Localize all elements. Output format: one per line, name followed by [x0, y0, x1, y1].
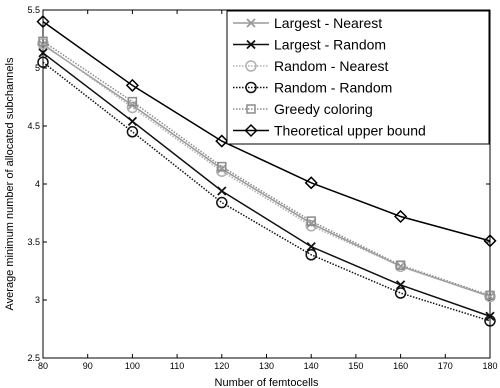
data-point: [394, 209, 408, 224]
data-point: [36, 15, 50, 29]
data-point: [126, 126, 139, 138]
y-tick-label: 3.5: [27, 237, 40, 247]
legend-label: Theoretical upper bound: [274, 123, 426, 139]
series-2: [37, 37, 496, 303]
data-point: [305, 249, 317, 261]
x-tick-label: 170: [438, 361, 453, 371]
data-point: [217, 186, 227, 196]
data-point: [37, 37, 49, 50]
series-group: [36, 15, 497, 327]
data-point: [483, 234, 497, 248]
y-axis-label: Average minimum number of allocated subc…: [4, 57, 16, 310]
y-tick-label: 5.5: [27, 5, 40, 15]
x-tick-label: 90: [83, 361, 93, 371]
legend-item: Largest - Random: [233, 37, 386, 53]
data-point: [305, 220, 317, 232]
series-5: [36, 15, 497, 248]
series-line: [42, 52, 491, 317]
legend-marker: [246, 18, 256, 28]
y-tick-label: 4.5: [27, 121, 40, 131]
legend-label: Greedy coloring: [274, 101, 373, 117]
data-point: [38, 36, 48, 47]
series-line: [42, 61, 491, 322]
x-tick-label: 130: [259, 361, 274, 371]
x-tick-label: 160: [393, 361, 408, 371]
data-point: [395, 280, 406, 290]
legend-box: [226, 10, 490, 145]
legend-item: Greedy coloring: [233, 101, 373, 117]
legend: Largest - Nearest Largest - Random Random …: [226, 10, 490, 145]
data-point: [306, 242, 316, 252]
data-point: [394, 287, 407, 299]
legend-item: Random - Random: [233, 80, 392, 96]
data-point: [485, 290, 495, 301]
data-point: [216, 196, 228, 209]
legend-label: Random - Random: [274, 80, 392, 96]
legend-label: Largest - Random: [274, 37, 386, 53]
legend-marker: [244, 123, 258, 138]
series-line: [42, 43, 491, 298]
legend-item: Random - Nearest: [233, 58, 388, 74]
x-tick-label: 100: [125, 361, 140, 371]
legend-marker: [245, 81, 257, 94]
data-point: [216, 165, 228, 177]
legend-marker: [245, 60, 257, 72]
data-point: [37, 56, 49, 68]
x-axis-label: Number of femtocells: [215, 377, 319, 388]
x-tick-label: 120: [214, 361, 229, 371]
data-point: [395, 260, 406, 270]
data-point: [38, 48, 48, 58]
legend-label: Random - Nearest: [274, 58, 388, 74]
y-tick-label: 2.5: [27, 353, 40, 363]
x-tick-label: 180: [482, 361, 497, 371]
data-point: [304, 176, 318, 190]
data-point: [306, 216, 316, 226]
legend-item: Theoretical upper bound: [233, 123, 426, 139]
series-1: [38, 48, 495, 321]
legend-marker: [246, 39, 256, 50]
x-tick-label: 150: [348, 361, 363, 371]
legend-label: Largest - Nearest: [274, 15, 382, 31]
legend-item: Largest - Nearest: [233, 15, 382, 31]
data-point: [127, 116, 138, 126]
y-tick-label: 5: [35, 63, 40, 73]
data-point: [125, 78, 139, 92]
data-point: [217, 161, 227, 172]
series-4: [38, 36, 495, 301]
data-point: [127, 96, 138, 107]
series-3: [37, 56, 496, 327]
x-tick-label: 140: [304, 361, 319, 371]
data-point: [484, 315, 496, 327]
y-tick-label: 3: [35, 295, 40, 305]
x-tick-label: 110: [170, 361, 184, 371]
data-point: [215, 134, 229, 148]
series-line: [42, 40, 491, 297]
x-tick-label: 80: [38, 361, 48, 371]
y-tick-label: 4: [35, 179, 40, 189]
series-line: [42, 20, 491, 242]
axis-ticks: 80 90 100 110 120 130 140 150 160 170 180 2.5 3 3.5 4 4…: [27, 5, 497, 371]
legend-marker: [246, 104, 256, 114]
